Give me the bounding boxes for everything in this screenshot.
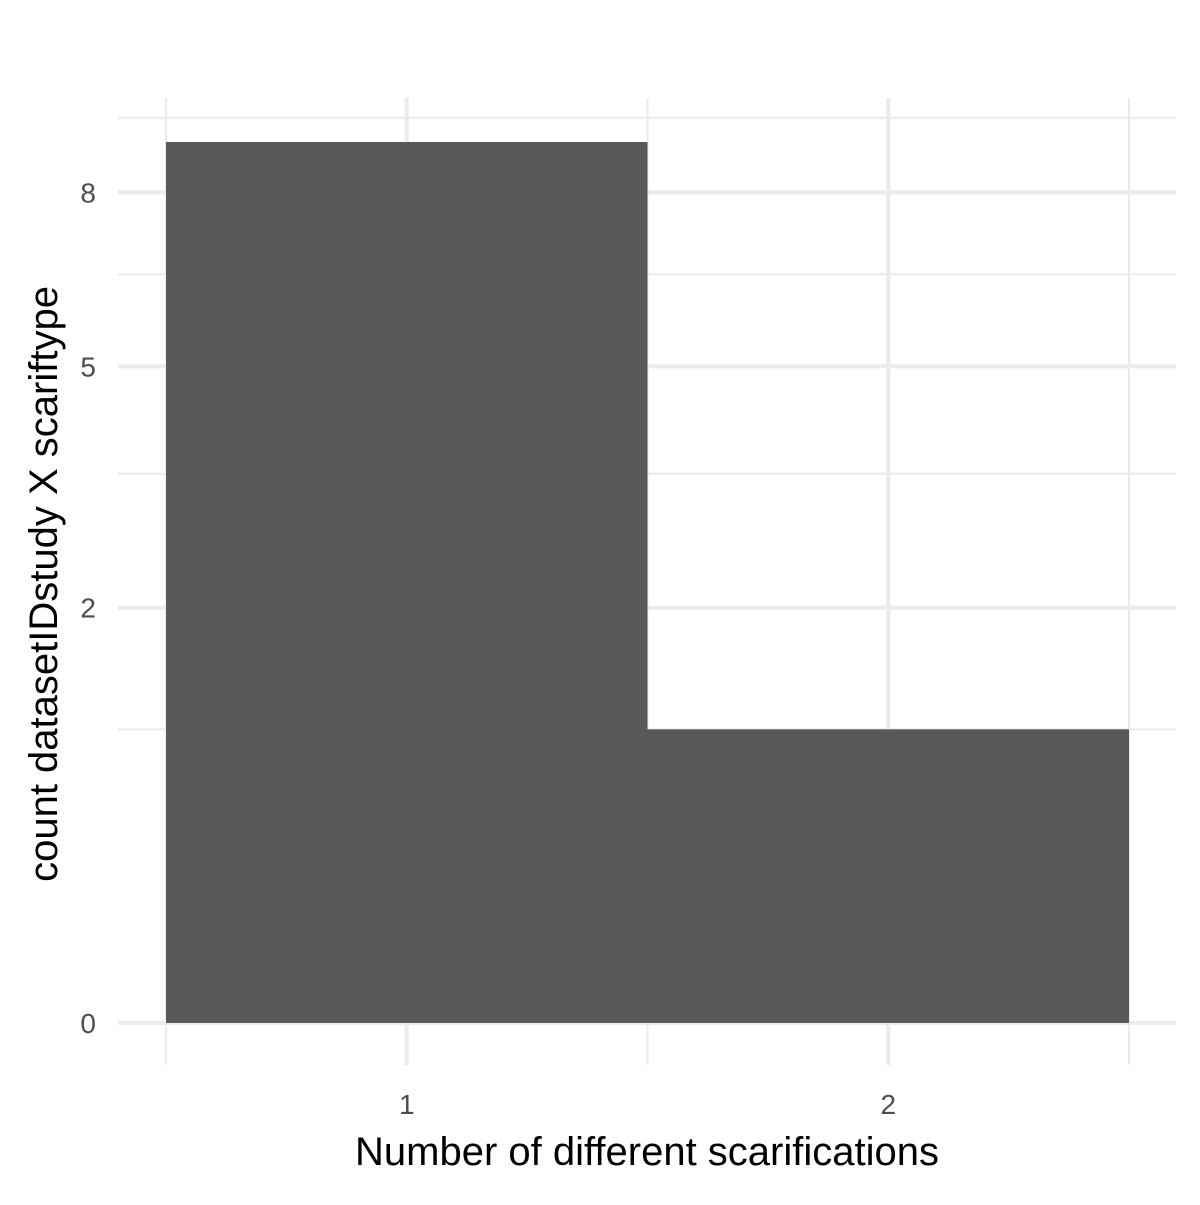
bar-layer	[166, 142, 1129, 1023]
x-axis-title: Number of different scarifications	[355, 1130, 939, 1174]
x-tick-label-2: 2	[880, 1089, 896, 1120]
y-tick-label-2: 2	[80, 593, 96, 624]
y-axis-title: count datasetIDstudy X scariftype	[22, 286, 66, 882]
y-tick-label-8: 8	[80, 177, 96, 208]
y-tick-label-5: 5	[80, 351, 96, 382]
bar-2	[647, 729, 1129, 1023]
tick-label-layer: 0 2 5 8 1 2	[80, 177, 896, 1120]
bar-1	[166, 142, 648, 1023]
y-tick-label-0: 0	[80, 1008, 96, 1039]
x-tick-label-1: 1	[399, 1089, 415, 1120]
